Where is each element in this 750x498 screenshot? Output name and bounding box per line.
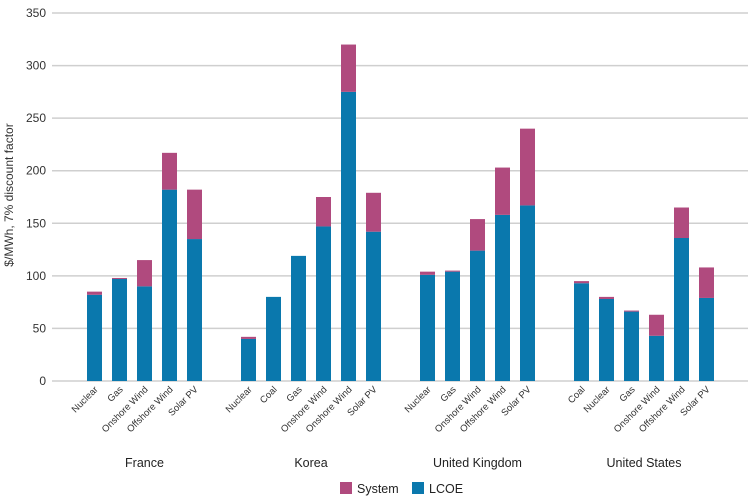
y-tick-label: 150 <box>26 216 46 230</box>
bar-system <box>187 189 202 240</box>
y-tick-label: 50 <box>33 321 47 335</box>
legend-lcoe-label: LCOE <box>429 482 463 496</box>
bar-lcoe <box>266 296 281 381</box>
bar-system <box>341 44 356 92</box>
bar-lcoe <box>341 91 356 381</box>
bar-lcoe <box>316 226 331 381</box>
bar-lcoe <box>420 274 435 381</box>
bar-lcoe <box>112 279 127 381</box>
y-tick-label: 200 <box>26 164 46 178</box>
bar-lcoe <box>470 250 485 381</box>
y-tick-label: 350 <box>26 6 46 20</box>
bars <box>87 44 714 381</box>
bar-system <box>624 310 639 312</box>
group-labels: France Korea United Kingdom United States <box>125 456 681 470</box>
bar-system <box>316 197 331 227</box>
bar-lcoe <box>574 283 589 381</box>
bar-system <box>87 291 102 295</box>
x-category-label: Nuclear <box>224 384 255 415</box>
group-label: United States <box>606 456 681 470</box>
bar-system <box>520 128 535 206</box>
bar-system <box>112 277 127 280</box>
bar-lcoe <box>699 297 714 381</box>
bar-lcoe <box>520 205 535 381</box>
bar-system <box>674 207 689 239</box>
bar-system <box>699 267 714 298</box>
bar-system <box>574 281 589 284</box>
y-tick-label: 300 <box>26 59 46 73</box>
y-axis-label: $/MWh, 7% discount factor <box>2 123 16 266</box>
gridlines <box>52 12 748 382</box>
x-category-label: Gas <box>285 384 305 404</box>
bar-lcoe <box>87 294 102 381</box>
group-label: United Kingdom <box>433 456 522 470</box>
x-category-label: Coal <box>566 384 588 406</box>
y-axis-ticks: 0 50 100 150 200 250 300 350 <box>26 6 46 388</box>
x-category-label: Coal <box>258 384 280 406</box>
y-tick-label: 0 <box>39 374 46 388</box>
x-category-label: Nuclear <box>70 384 101 415</box>
bar-system <box>162 152 177 190</box>
group-label: France <box>125 456 164 470</box>
bar-system <box>470 219 485 251</box>
bar-system <box>420 271 435 275</box>
bar-lcoe <box>445 271 460 381</box>
bar-lcoe <box>187 239 202 381</box>
bar-system <box>366 192 381 232</box>
bar-system <box>137 260 152 287</box>
bar-lcoe <box>291 255 306 381</box>
bar-system <box>495 167 510 215</box>
legend-system-label: System <box>357 482 399 496</box>
y-tick-label: 100 <box>26 269 46 283</box>
x-category-label: Gas <box>439 384 459 404</box>
x-category-label: Nuclear <box>582 384 613 415</box>
bar-system <box>599 296 614 299</box>
bar-lcoe <box>649 335 664 381</box>
legend-system-swatch <box>340 482 352 494</box>
legend: System LCOE <box>340 482 463 496</box>
bar-lcoe <box>137 286 152 381</box>
group-label: Korea <box>294 456 327 470</box>
bar-system <box>649 314 664 336</box>
bar-lcoe <box>366 231 381 381</box>
bar-lcoe <box>241 338 256 381</box>
x-category-label: Gas <box>618 384 638 404</box>
bar-lcoe <box>599 298 614 381</box>
x-category-label: Gas <box>106 384 126 404</box>
legend-lcoe-swatch <box>412 482 424 494</box>
bar-lcoe <box>162 189 177 381</box>
x-category-label: Nuclear <box>403 384 434 415</box>
bar-lcoe <box>495 214 510 381</box>
bar-lcoe <box>674 238 689 381</box>
bar-system <box>241 336 256 339</box>
y-tick-label: 250 <box>26 111 46 125</box>
bar-lcoe <box>624 311 639 381</box>
bar-system <box>445 270 460 272</box>
